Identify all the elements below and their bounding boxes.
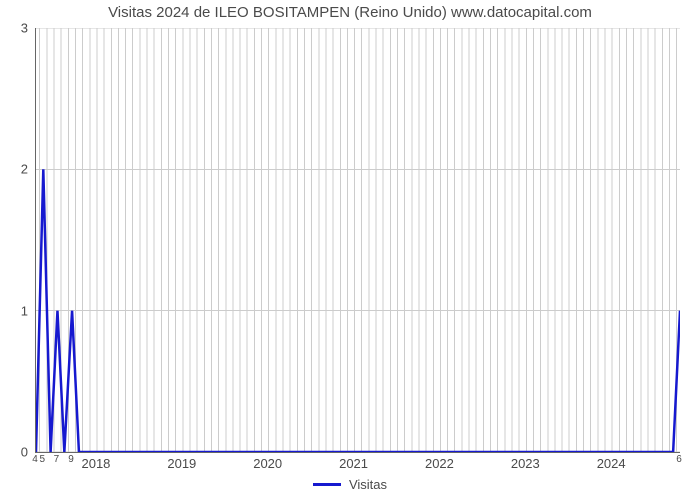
- plot-svg: [36, 28, 680, 452]
- x-tick-small: 7: [54, 454, 60, 465]
- x-tick-small: 6: [676, 454, 682, 465]
- y-tick: 3: [3, 21, 28, 36]
- plot-area: [35, 28, 680, 453]
- x-tick-year: 2023: [511, 456, 540, 471]
- legend: Visitas: [0, 476, 700, 492]
- y-tick: 2: [3, 162, 28, 177]
- legend-swatch: [313, 483, 341, 486]
- y-tick: 0: [3, 445, 28, 460]
- x-tick-year: 2020: [253, 456, 282, 471]
- x-tick-small: 4: [32, 454, 38, 465]
- x-tick-small: 9: [68, 454, 74, 465]
- y-tick: 1: [3, 303, 28, 318]
- x-tick-year: 2022: [425, 456, 454, 471]
- x-tick-year: 2021: [339, 456, 368, 471]
- x-tick-year: 2024: [597, 456, 626, 471]
- chart-title: Visitas 2024 de ILEO BOSITAMPEN (Reino U…: [0, 4, 700, 21]
- legend-label: Visitas: [349, 477, 387, 492]
- x-tick-small: 5: [40, 454, 46, 465]
- chart-container: Visitas 2024 de ILEO BOSITAMPEN (Reino U…: [0, 0, 700, 500]
- x-tick-year: 2018: [81, 456, 110, 471]
- gridlines: [36, 28, 680, 452]
- x-tick-year: 2019: [167, 456, 196, 471]
